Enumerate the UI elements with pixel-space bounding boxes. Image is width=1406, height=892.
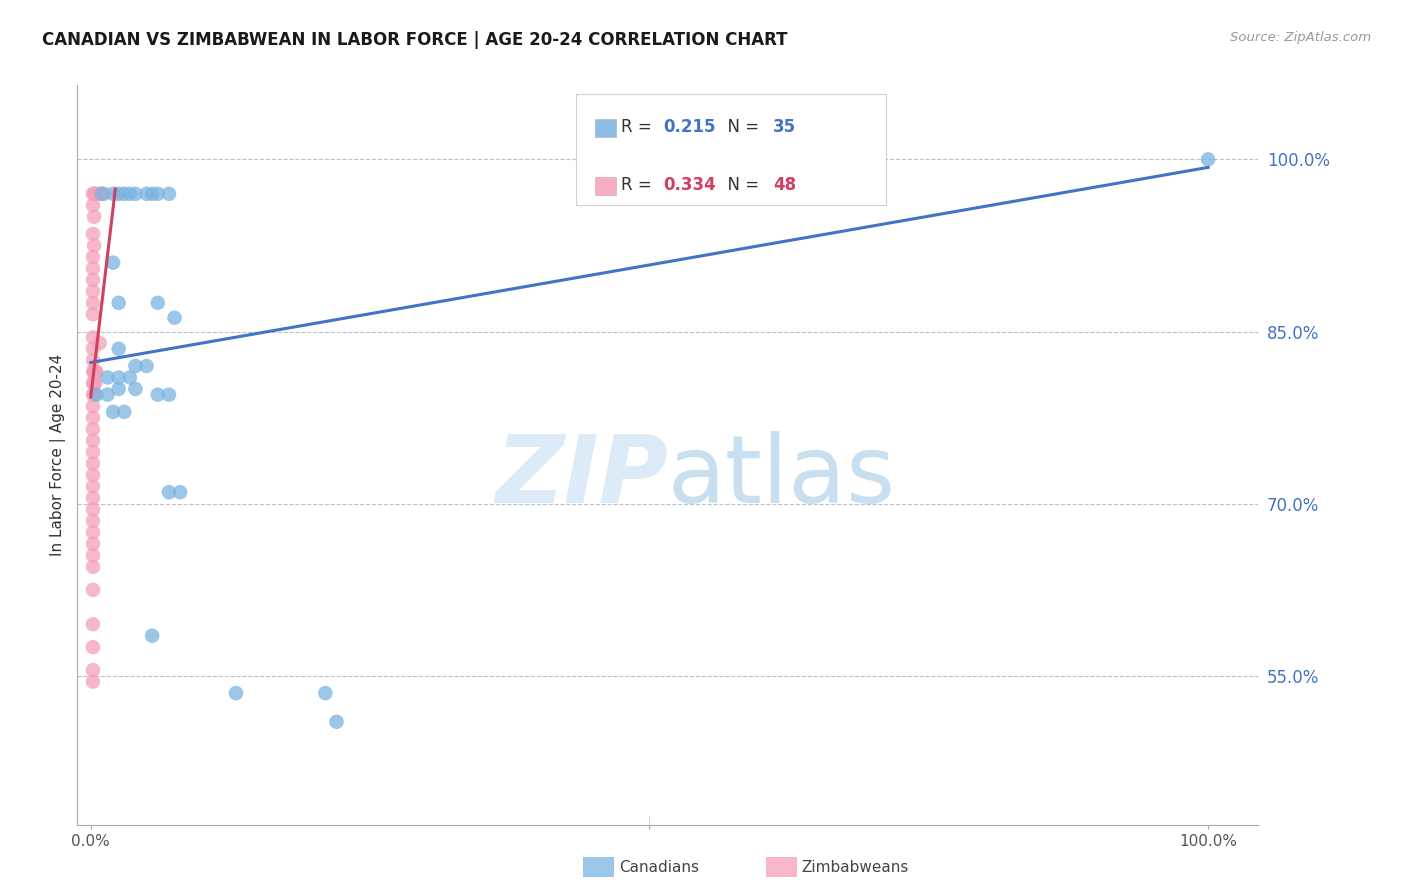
Point — [82, 273, 104, 287]
Point — [86, 365, 108, 379]
Point — [157, 186, 180, 201]
Point — [146, 387, 169, 401]
Point — [135, 186, 157, 201]
Point — [82, 261, 104, 276]
Point — [82, 198, 104, 212]
Text: CANADIAN VS ZIMBABWEAN IN LABOR FORCE | AGE 20-24 CORRELATION CHART: CANADIAN VS ZIMBABWEAN IN LABOR FORCE | … — [42, 31, 787, 49]
Point — [84, 186, 107, 201]
Point — [82, 502, 104, 516]
Point — [83, 210, 105, 224]
Point — [82, 186, 104, 201]
Point — [101, 186, 124, 201]
Point — [84, 365, 107, 379]
Point — [82, 514, 104, 528]
Point — [82, 617, 104, 632]
Point — [82, 559, 104, 574]
Point — [82, 479, 104, 493]
Text: 35: 35 — [773, 118, 796, 136]
Point — [169, 485, 191, 500]
Point — [225, 686, 247, 700]
Point — [82, 663, 104, 677]
Point — [141, 186, 163, 201]
Point — [314, 686, 336, 700]
Point — [82, 365, 104, 379]
Point — [157, 485, 180, 500]
Point — [82, 295, 104, 310]
Point — [82, 227, 104, 241]
Point — [101, 255, 124, 269]
Point — [82, 468, 104, 483]
Text: 0.334: 0.334 — [664, 176, 717, 194]
Text: ZIP: ZIP — [495, 431, 668, 523]
Point — [86, 387, 108, 401]
Point — [82, 445, 104, 459]
Point — [107, 186, 129, 201]
Text: Canadians: Canadians — [619, 860, 699, 874]
Point — [82, 537, 104, 551]
Point — [146, 186, 169, 201]
Point — [82, 342, 104, 356]
Point — [118, 370, 141, 384]
Text: R =: R = — [621, 118, 658, 136]
Point — [118, 186, 141, 201]
Point — [89, 336, 111, 351]
Point — [84, 376, 107, 391]
Point — [82, 387, 104, 401]
Point — [82, 674, 104, 689]
Point — [82, 491, 104, 505]
Point — [112, 186, 135, 201]
Point — [124, 359, 146, 373]
Point — [89, 186, 111, 201]
Text: R =: R = — [621, 176, 658, 194]
Point — [83, 186, 105, 201]
Point — [83, 365, 105, 379]
Text: 48: 48 — [773, 176, 796, 194]
Point — [82, 376, 104, 391]
Point — [82, 640, 104, 655]
Point — [82, 330, 104, 344]
Point — [83, 376, 105, 391]
Point — [82, 549, 104, 563]
Text: Source: ZipAtlas.com: Source: ZipAtlas.com — [1230, 31, 1371, 45]
Point — [82, 307, 104, 321]
Point — [96, 370, 118, 384]
Point — [163, 310, 186, 325]
Point — [82, 410, 104, 425]
Point — [82, 434, 104, 448]
Point — [82, 422, 104, 436]
Text: N =: N = — [717, 176, 765, 194]
Point — [90, 186, 112, 201]
Point — [93, 186, 115, 201]
Point — [107, 382, 129, 396]
Point — [107, 342, 129, 356]
Point — [107, 295, 129, 310]
Text: atlas: atlas — [668, 431, 896, 523]
Y-axis label: In Labor Force | Age 20-24: In Labor Force | Age 20-24 — [51, 354, 66, 556]
Point — [107, 370, 129, 384]
Point — [82, 353, 104, 368]
Point — [82, 399, 104, 413]
Point — [82, 582, 104, 597]
Point — [101, 405, 124, 419]
Point — [1197, 153, 1219, 167]
Point — [135, 359, 157, 373]
Point — [96, 387, 118, 401]
Point — [82, 457, 104, 471]
Point — [325, 714, 347, 729]
Point — [82, 250, 104, 264]
Point — [124, 382, 146, 396]
Point — [83, 387, 105, 401]
Point — [141, 629, 163, 643]
Text: Zimbabweans: Zimbabweans — [801, 860, 908, 874]
Point — [82, 525, 104, 540]
Point — [157, 387, 180, 401]
Point — [124, 186, 146, 201]
Text: N =: N = — [717, 118, 765, 136]
Point — [146, 295, 169, 310]
Point — [83, 238, 105, 252]
Point — [112, 405, 135, 419]
Point — [82, 285, 104, 299]
Text: 0.215: 0.215 — [664, 118, 716, 136]
